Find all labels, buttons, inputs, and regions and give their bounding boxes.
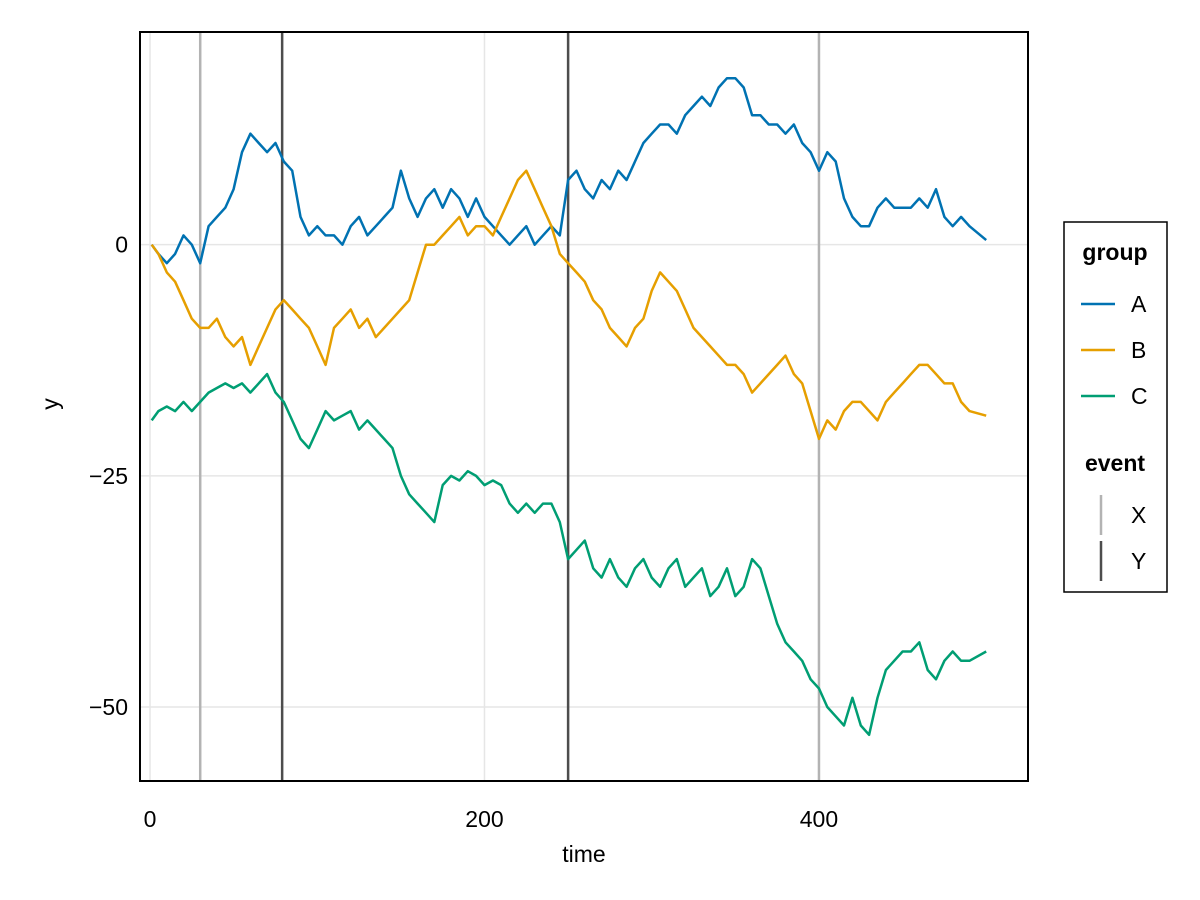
y-tick-label: −50 (89, 694, 128, 720)
legend-label-x: X (1131, 502, 1146, 528)
series-line-a (150, 76, 987, 265)
legend-group-title: group (1082, 239, 1147, 265)
legend-label-y: Y (1131, 548, 1146, 574)
series-lines (150, 76, 987, 737)
legend-event-items: XY (1099, 495, 1146, 581)
legend-label-b: B (1131, 337, 1146, 363)
x-tick-label: 400 (800, 806, 838, 832)
x-axis-label: time (562, 841, 605, 867)
plot-frame (139, 31, 1029, 782)
legend-group-items: ABC (1081, 291, 1148, 409)
legend-label-a: A (1131, 291, 1147, 317)
legend-label-c: C (1131, 383, 1148, 409)
event-lines (198, 32, 821, 781)
series-line-b (150, 169, 987, 441)
y-tick-label: 0 (115, 232, 128, 258)
axis-ticks: 0 200 400 0 −25 −50 (89, 232, 838, 832)
x-tick-label: 200 (465, 806, 503, 832)
y-axis-label: y (37, 398, 63, 410)
x-tick-label: 0 (144, 806, 157, 832)
series-line-c (150, 372, 987, 737)
y-tick-label: −25 (89, 463, 128, 489)
legend-event-title: event (1085, 450, 1145, 476)
legend: group ABC event XY (1063, 221, 1168, 593)
legend-box (1063, 221, 1168, 593)
